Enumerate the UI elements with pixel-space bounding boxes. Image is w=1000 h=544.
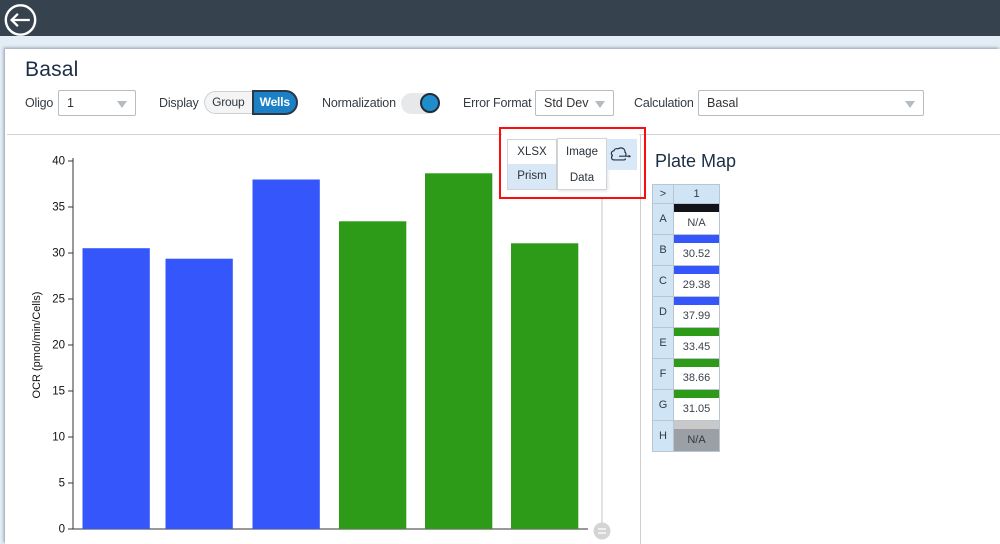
svg-text:0: 0: [59, 524, 65, 536]
svg-text:20: 20: [52, 340, 65, 352]
svg-text:15: 15: [52, 386, 65, 398]
svg-text:10: 10: [52, 432, 65, 444]
svg-text:35: 35: [52, 202, 65, 214]
svg-text:5: 5: [59, 478, 65, 490]
svg-text:25: 25: [52, 294, 65, 306]
svg-text:OCR (pmol/min/Cells): OCR (pmol/min/Cells): [31, 292, 43, 399]
svg-text:30: 30: [52, 248, 65, 260]
svg-text:40: 40: [52, 156, 65, 168]
